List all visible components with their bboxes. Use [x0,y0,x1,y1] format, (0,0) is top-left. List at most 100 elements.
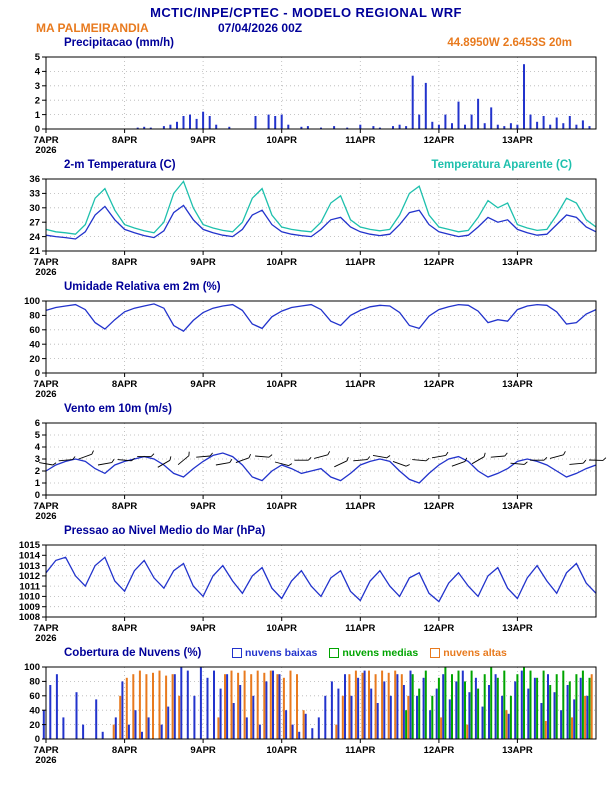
svg-text:27: 27 [29,217,40,228]
svg-text:8APR: 8APR [112,135,137,146]
svg-text:13APR: 13APR [502,623,533,634]
humidity-title: Umidade Relativa em 2m (%) [64,281,221,293]
panel-precipitation: Precipitacao (mm/h) 44.8950W 2.6453S 20m… [0,37,612,156]
legend-nuvens-baixas-label: nuvens baixas [245,647,318,659]
svg-text:8APR: 8APR [112,257,137,268]
panel-humidity: Umidade Relativa em 2m (%) 0 20 40 60 80 100 7… [0,281,612,400]
svg-text:11APR: 11APR [345,135,375,146]
svg-text:100: 100 [24,296,40,307]
svg-text:3: 3 [35,454,40,465]
legend-nuvens-medias-label: nuvens medias [342,647,419,659]
svg-text:10APR: 10APR [266,379,297,390]
run-datetime: 07/04/2026 00Z [218,21,303,35]
svg-text:20: 20 [29,720,40,731]
svg-text:1008: 1008 [19,612,40,623]
svg-text:8APR: 8APR [112,745,137,756]
temperature-title: 2-m Temperatura (C) [64,159,176,171]
svg-text:5: 5 [35,430,41,441]
svg-text:8APR: 8APR [112,501,137,512]
panel-clouds: Cobertura de Nuvens (%) nuvens baixas nu… [0,647,612,766]
svg-text:5: 5 [35,52,41,63]
panel-humidity-header: Umidade Relativa em 2m (%) [0,281,612,296]
svg-text:2026: 2026 [35,389,56,400]
clouds-chart: 0 20 40 60 80 100 7APR 8APR 9APR 10APR 11APR 12APR 1… [24,662,597,766]
svg-text:12APR: 12APR [424,135,455,146]
svg-text:40: 40 [29,705,40,716]
svg-text:11APR: 11APR [345,501,375,512]
page-header: MCTIC/INPE/CPTEC - MODELO REGIONAL WRF M… [0,5,612,37]
svg-text:12APR: 12APR [424,745,455,756]
svg-text:24: 24 [29,232,40,243]
svg-text:10APR: 10APR [266,257,297,268]
svg-text:11APR: 11APR [345,745,375,756]
svg-text:60: 60 [29,325,40,336]
svg-text:11APR: 11APR [345,379,375,390]
svg-text:2: 2 [35,466,40,477]
svg-text:30: 30 [29,203,40,214]
svg-text:12APR: 12APR [424,501,455,512]
svg-text:7APR: 7APR [33,379,58,390]
svg-text:9APR: 9APR [190,135,215,146]
svg-text:11APR: 11APR [345,257,375,268]
svg-text:80: 80 [29,311,40,322]
svg-text:3: 3 [35,81,40,92]
svg-text:1009: 1009 [19,602,40,613]
svg-text:9APR: 9APR [190,745,215,756]
svg-text:2: 2 [35,95,40,106]
svg-text:7APR: 7APR [33,745,58,756]
svg-text:8APR: 8APR [112,379,137,390]
svg-text:40: 40 [29,339,40,350]
station-name: MA PALMEIRANDIA [36,21,149,35]
svg-text:1013: 1013 [19,561,40,572]
svg-text:1: 1 [35,110,41,121]
svg-text:0: 0 [35,734,40,745]
panel-wind-header: Vento em 10m (m/s) [0,403,612,418]
svg-text:1010: 1010 [19,592,40,603]
svg-text:4: 4 [35,67,41,78]
svg-text:80: 80 [29,677,40,688]
svg-text:9APR: 9APR [190,379,215,390]
svg-text:13APR: 13APR [502,135,533,146]
legend-nuvens-altas: nuvens altas [430,647,507,659]
panel-precipitation-header: Precipitacao (mm/h) 44.8950W 2.6453S 20m [0,37,612,52]
svg-text:9APR: 9APR [190,623,215,634]
svg-text:10APR: 10APR [266,135,297,146]
svg-text:10APR: 10APR [266,501,297,512]
pressure-title: Pressao ao Nivel Medio do Mar (hPa) [64,525,266,537]
svg-text:13APR: 13APR [502,745,533,756]
svg-text:2026: 2026 [35,145,56,156]
panel-temperature-header: 2-m Temperatura (C) Temperatura Aparente… [0,159,612,174]
svg-text:33: 33 [29,189,40,200]
precipitation-chart: 0 1 2 3 4 5 7APR 8APR 9APR 10APR 11APR 12APR 13APR 20… [33,52,597,156]
high-clouds-swatch-icon [430,648,441,658]
clouds-title: Cobertura de Nuvens (%) [64,647,202,659]
svg-text:2026: 2026 [35,267,56,278]
legend-nuvens-altas-label: nuvens altas [443,647,507,659]
precipitation-title: Precipitacao (mm/h) [64,37,174,49]
panel-wind: Vento em 10m (m/s) 0 1 2 3 4 5 6 7APR 8APR 9APR 10… [0,403,612,522]
svg-text:9APR: 9APR [190,501,215,512]
legend-nuvens-baixas: nuvens baixas [232,647,317,659]
panel-temperature: 2-m Temperatura (C) Temperatura Aparente… [0,159,612,278]
svg-text:36: 36 [29,174,40,185]
svg-text:1011: 1011 [19,581,40,592]
svg-text:1012: 1012 [19,571,40,582]
panel-pressure-header: Pressao ao Nivel Medio do Mar (hPa) [0,525,612,540]
svg-text:13APR: 13APR [502,257,533,268]
svg-text:1: 1 [35,478,41,489]
svg-text:2026: 2026 [35,755,56,766]
temperature-chart: 21 24 27 30 33 36 7APR 8APR 9APR 10APR 11APR 12APR 1… [29,174,597,278]
svg-text:13APR: 13APR [502,379,533,390]
svg-text:2026: 2026 [35,633,56,644]
wind-title: Vento em 10m (m/s) [64,403,173,415]
svg-text:7APR: 7APR [33,501,58,512]
svg-text:10APR: 10APR [266,623,297,634]
mid-clouds-swatch-icon [329,648,340,658]
svg-text:1014: 1014 [19,551,41,562]
svg-text:0: 0 [35,490,40,501]
svg-text:6: 6 [35,418,40,429]
svg-text:8APR: 8APR [112,623,137,634]
panel-pressure: Pressao ao Nivel Medio do Mar (hPa) 1008… [0,525,612,644]
svg-text:12APR: 12APR [424,257,455,268]
